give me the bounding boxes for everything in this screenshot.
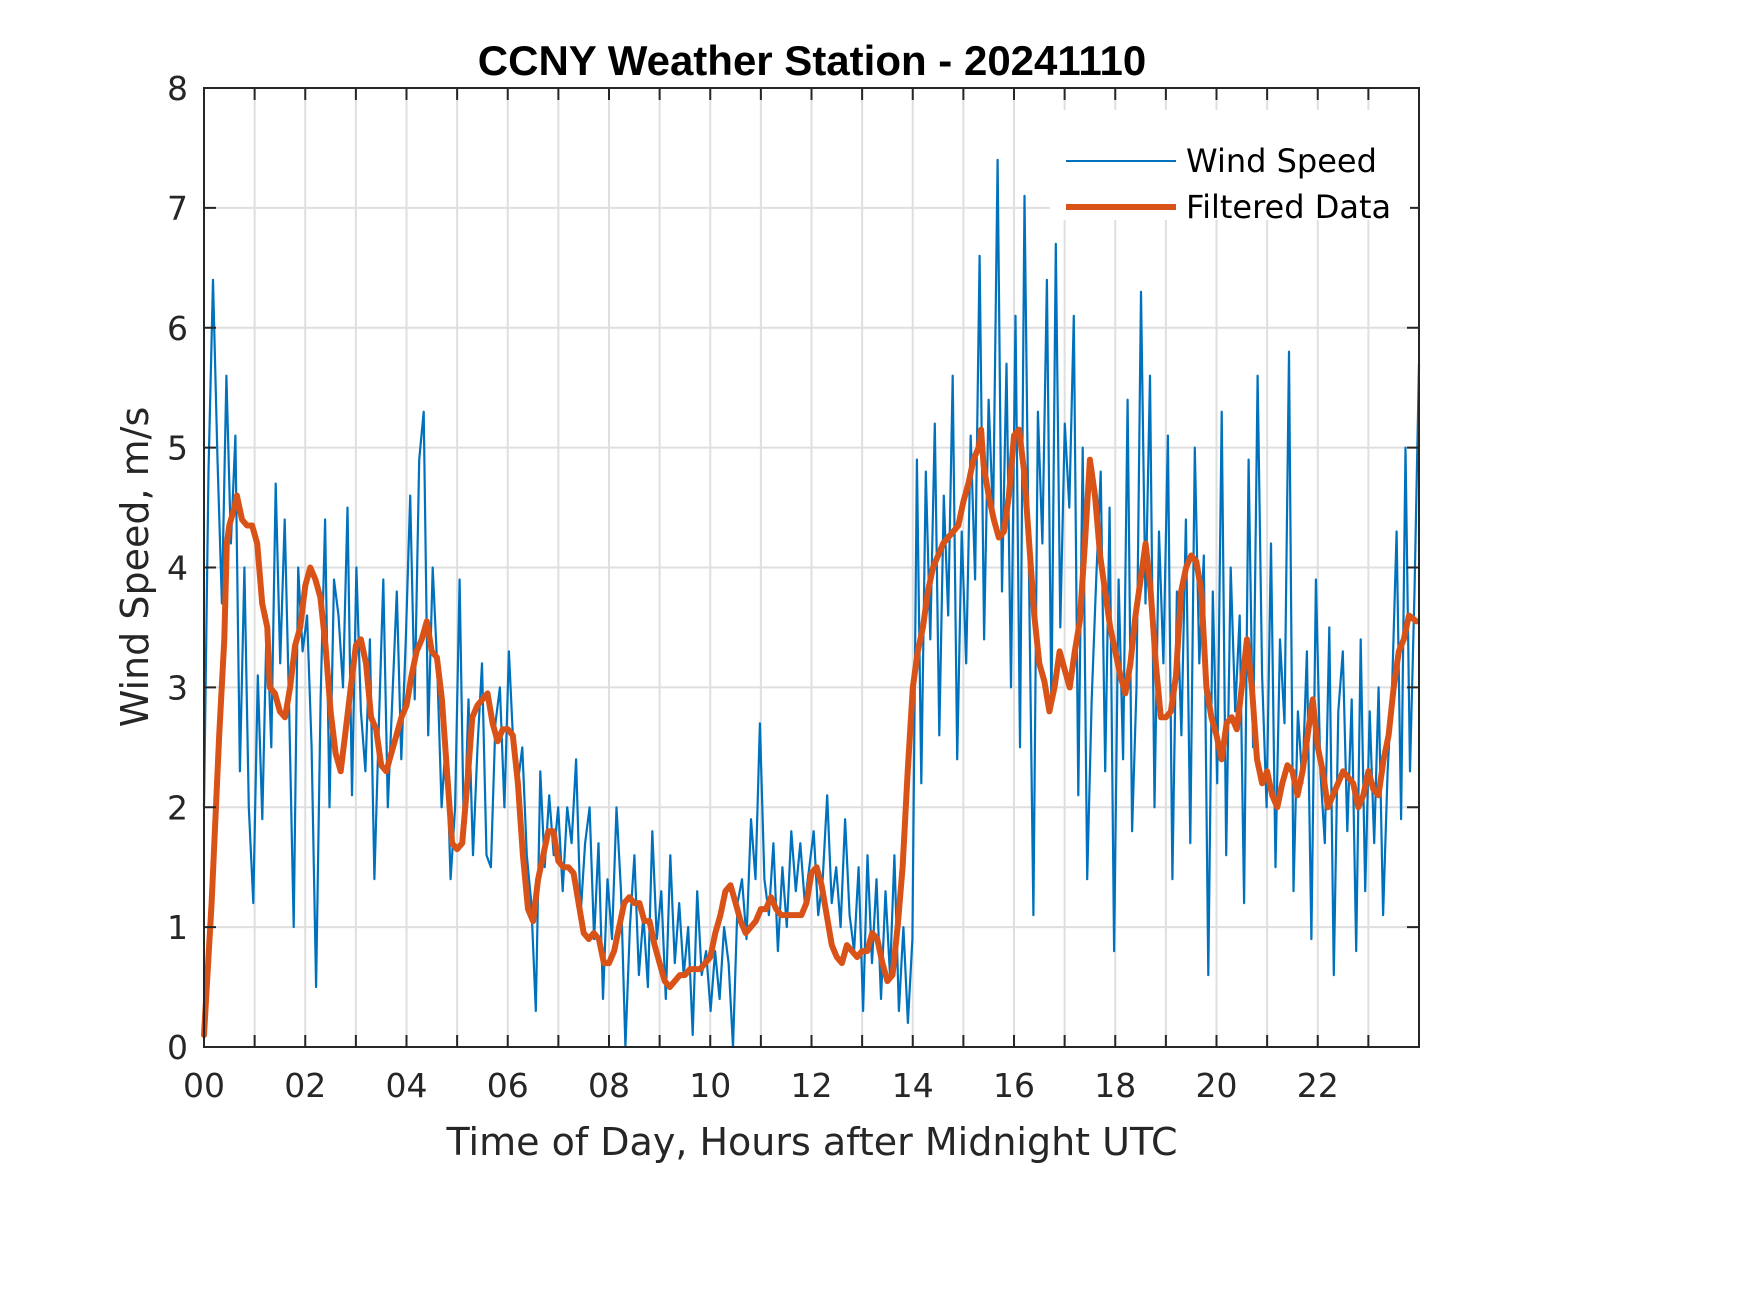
y-tick-label: 7	[167, 189, 188, 228]
wind-speed-line	[202, 158, 1421, 1049]
x-tick-label: 10	[689, 1066, 731, 1105]
y-tick-labels: 0 1 2 3 4 5 6 7 8	[167, 69, 188, 1067]
y-tick-label: 6	[167, 309, 188, 348]
y-tick-label: 5	[167, 429, 188, 468]
y-tick-label: 1	[167, 908, 188, 947]
wind-speed-series	[202, 158, 1421, 1049]
legend-label-filtered-data: Filtered Data	[1186, 188, 1391, 226]
legend-background	[1050, 110, 1410, 220]
x-tick-label: 16	[993, 1066, 1035, 1105]
axis-ticks	[203, 87, 1420, 1048]
y-tick-label: 8	[167, 69, 188, 108]
chart-title: CCNY Weather Station - 20241110	[478, 37, 1146, 84]
x-tick-label: 04	[386, 1066, 428, 1105]
legend-label-wind-speed: Wind Speed	[1186, 142, 1377, 180]
x-tick-label: 12	[791, 1066, 833, 1105]
x-tick-label: 00	[183, 1066, 225, 1105]
x-tick-label: 22	[1297, 1066, 1339, 1105]
x-tick-label: 06	[487, 1066, 529, 1105]
x-tick-label: 08	[588, 1066, 630, 1105]
filtered-data-line	[201, 426, 1420, 1038]
y-tick-label: 2	[167, 788, 188, 827]
x-tick-labels: 00 02 04 06 08 10 12 14 16 18 20 22	[183, 1066, 1339, 1105]
x-tick-label: 20	[1196, 1066, 1238, 1105]
legend: Wind Speed Filtered Data	[1050, 110, 1410, 226]
y-tick-label: 0	[167, 1028, 188, 1067]
x-axis-label: Time of Day, Hours after Midnight UTC	[446, 1120, 1178, 1164]
y-tick-label: 3	[167, 668, 188, 707]
y-tick-label: 4	[167, 549, 188, 588]
x-tick-label: 02	[284, 1066, 326, 1105]
x-tick-label: 18	[1094, 1066, 1136, 1105]
x-tick-label: 14	[892, 1066, 934, 1105]
filtered-data-series	[201, 426, 1420, 1038]
y-axis-label: Wind Speed, m/s	[113, 407, 157, 727]
